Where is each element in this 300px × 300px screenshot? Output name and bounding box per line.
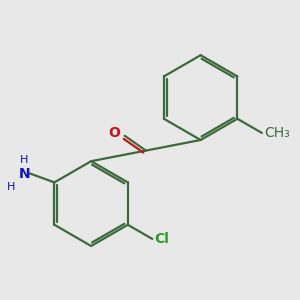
Text: N: N <box>18 167 30 181</box>
Text: H: H <box>7 182 15 192</box>
Text: Cl: Cl <box>155 232 170 246</box>
Text: O: O <box>108 126 120 140</box>
Text: CH₃: CH₃ <box>264 126 290 140</box>
Text: H: H <box>20 155 28 165</box>
